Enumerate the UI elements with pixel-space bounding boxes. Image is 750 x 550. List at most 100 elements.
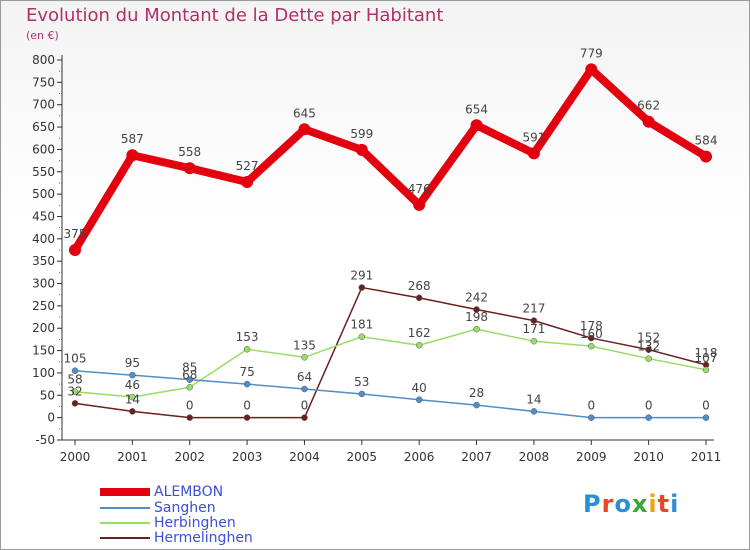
data-point — [527, 147, 540, 160]
series-line-hermelinghen — [74, 286, 707, 419]
data-point — [126, 149, 139, 162]
data-label: 162 — [408, 326, 431, 340]
proxiti-logo: Proxiti — [583, 490, 679, 518]
data-label: 181 — [350, 318, 373, 332]
x-tick-label: 2007 — [461, 450, 492, 464]
data-label: 0 — [587, 399, 595, 413]
data-label: 40 — [412, 381, 427, 395]
data-point — [530, 408, 538, 415]
data-label: 0 — [702, 399, 710, 413]
y-tick-label: 750 — [32, 75, 55, 89]
legend-swatch-hermelinghen — [100, 537, 150, 539]
data-point — [473, 401, 480, 409]
x-tick-label: 2008 — [519, 450, 550, 464]
data-label: 591 — [522, 130, 545, 144]
data-label: 599 — [350, 127, 373, 141]
data-label: 64 — [297, 370, 312, 384]
series-line-herbinghen — [74, 328, 707, 398]
y-tick-label: 200 — [32, 321, 55, 335]
data-point — [129, 371, 136, 379]
data-label: 584 — [695, 134, 718, 148]
data-point — [71, 400, 79, 407]
x-tick-label: 2010 — [633, 450, 664, 464]
x-tick-label: 2011 — [691, 450, 722, 464]
logo-letter: o — [614, 490, 632, 518]
legend-swatch-herbinghen — [100, 522, 150, 524]
y-tick-label: 500 — [32, 187, 55, 201]
data-point — [298, 123, 311, 136]
legend-item-alembon: ALEMBON — [100, 484, 223, 501]
y-tick-label: 350 — [32, 254, 55, 268]
legend-item-hermelinghen: Hermelinghen — [100, 530, 253, 547]
data-point — [358, 333, 366, 340]
data-point — [129, 408, 136, 415]
logo-letter: i — [648, 490, 658, 518]
y-tick-label: 550 — [32, 165, 55, 179]
y-tick-label: 650 — [32, 120, 55, 134]
data-label: 135 — [293, 338, 316, 352]
logo-letter: x — [631, 490, 649, 518]
y-tick-label: -50 — [35, 433, 55, 447]
data-point — [585, 63, 598, 76]
data-label: 68 — [182, 368, 197, 382]
data-label: 107 — [695, 351, 718, 365]
logo-letter: t — [657, 490, 671, 518]
data-point — [415, 294, 423, 302]
logo-letter: P — [583, 490, 602, 518]
data-point — [241, 176, 254, 189]
data-point — [301, 414, 308, 421]
data-point — [301, 385, 308, 393]
data-point — [645, 346, 652, 353]
data-label: 291 — [350, 269, 373, 283]
data-label: 132 — [637, 340, 660, 354]
y-tick-label: 600 — [32, 142, 55, 156]
legend-swatch-sanghen — [100, 507, 150, 509]
data-label: 527 — [236, 159, 259, 173]
data-label: 85 — [182, 361, 197, 375]
y-tick-label: 150 — [32, 344, 55, 358]
legend-label-sanghen: Sanghen — [154, 500, 216, 516]
x-tick-label: 2000 — [60, 450, 91, 464]
data-label: 152 — [637, 331, 660, 345]
data-label: 587 — [121, 132, 144, 146]
legend-label-hermelinghen: Hermelinghen — [154, 530, 253, 546]
chart-title: Evolution du Montant de la Dette par Hab… — [26, 5, 444, 26]
data-label: 118 — [695, 346, 718, 360]
data-label: 105 — [64, 352, 87, 366]
series-line-alembon — [71, 65, 710, 254]
legend-label-alembon: ALEMBON — [154, 484, 224, 500]
data-label: 0 — [301, 399, 309, 413]
data-point — [243, 345, 251, 353]
data-point — [243, 380, 251, 388]
data-point — [358, 284, 366, 291]
data-point — [129, 393, 136, 401]
data-point — [413, 198, 426, 211]
data-point — [243, 414, 251, 421]
data-point — [71, 388, 79, 395]
y-tick-label: 400 — [32, 232, 55, 246]
data-point — [301, 354, 308, 361]
data-point — [702, 414, 710, 421]
data-label: 28 — [469, 386, 484, 400]
data-label: 14 — [526, 392, 541, 406]
x-tick-label: 2004 — [289, 450, 320, 464]
data-point — [186, 383, 193, 391]
data-label: 53 — [354, 375, 369, 389]
data-point — [530, 337, 538, 345]
data-point — [473, 306, 480, 313]
data-point — [645, 414, 652, 421]
legend-item-herbinghen: Herbinghen — [100, 515, 236, 532]
data-point — [588, 342, 595, 350]
data-label: 558 — [178, 145, 201, 159]
data-point — [530, 317, 538, 324]
legend-swatch-alembon — [100, 488, 150, 496]
data-label: 95 — [125, 356, 140, 370]
data-point — [702, 366, 710, 374]
data-point — [470, 119, 483, 132]
data-label: 46 — [125, 378, 140, 392]
data-point — [415, 396, 423, 404]
data-label: 0 — [243, 399, 251, 413]
data-label: 171 — [522, 322, 545, 336]
